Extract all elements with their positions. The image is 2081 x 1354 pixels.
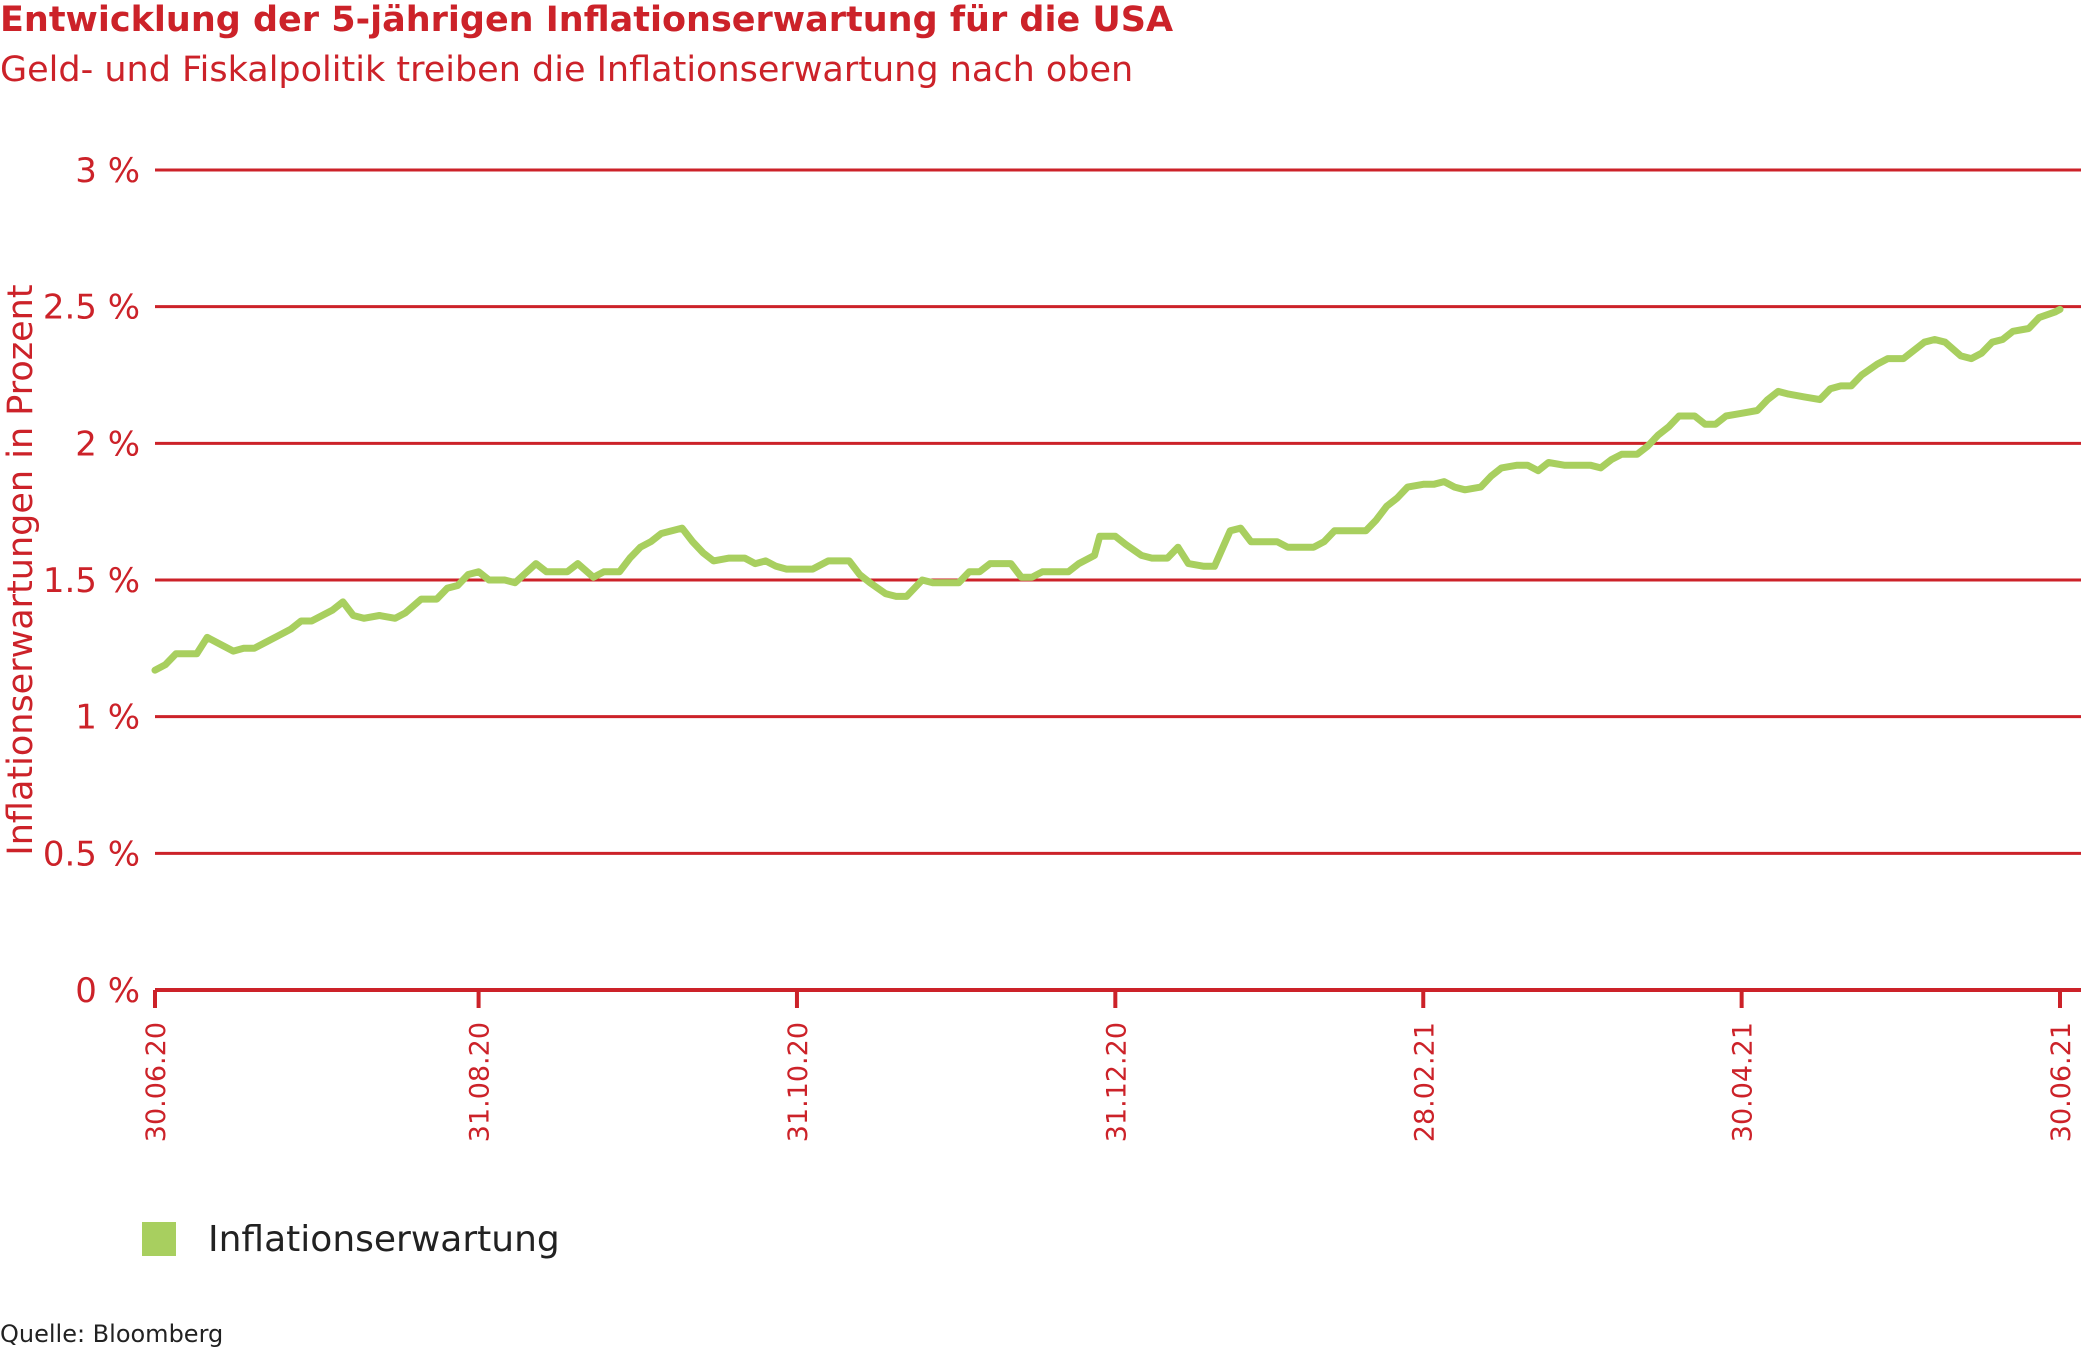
y-tick-label: 1.5 % <box>43 561 140 601</box>
chart-title: Entwicklung der 5-jährigen Inflationserw… <box>0 0 1174 40</box>
y-tick-label: 3 % <box>75 151 140 191</box>
series-layer <box>151 305 2064 674</box>
series-line-inflationserwartung <box>151 305 2064 674</box>
x-tick-label: 31.12.20 <box>1101 1022 1132 1142</box>
legend-swatch <box>142 1222 176 1256</box>
gridlines <box>155 168 2081 992</box>
x-tick-label: 31.10.20 <box>783 1022 814 1142</box>
x-axis: 30.06.20 31.08.20 31.10.20 31.12.20 28.02.21… <box>141 990 2077 1142</box>
x-tick-label: 28.02.21 <box>1409 1022 1440 1142</box>
legend: Inflationserwartung <box>142 1218 560 1260</box>
legend-label: Inflationserwartung <box>208 1218 560 1260</box>
source-note: Quelle: Bloomberg <box>0 1320 224 1348</box>
y-tick-label: 2.5 % <box>43 288 140 328</box>
y-tick-label: 0 % <box>75 971 140 1011</box>
x-tick-label: 31.08.20 <box>465 1022 496 1142</box>
x-tick-label: 30.04.21 <box>1728 1022 1759 1142</box>
y-tick-label: 1 % <box>75 698 140 738</box>
x-tick-label: 30.06.21 <box>2046 1022 2077 1142</box>
x-tick-label: 30.06.20 <box>141 1022 172 1142</box>
y-tick-label: 2 % <box>75 424 140 464</box>
y-tick-label: 0.5 % <box>43 834 140 874</box>
y-axis-label: Inflationserwartungen in Prozent <box>1 284 41 855</box>
y-tick-labels: 0 % 0.5 % 1 % 1.5 % 2 % 2.5 % 3 % <box>43 151 140 1011</box>
chart-subtitle: Geld- und Fiskalpolitik treiben die Infl… <box>0 50 1134 90</box>
